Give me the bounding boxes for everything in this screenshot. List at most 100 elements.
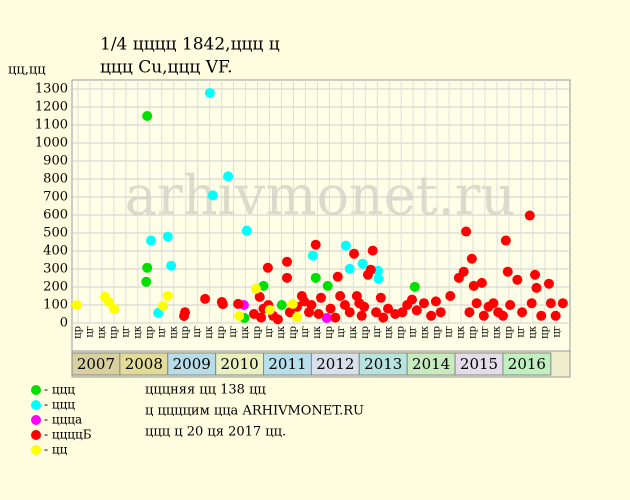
year-label: 2007 bbox=[77, 355, 115, 373]
point bbox=[180, 307, 191, 318]
year-label: 2011 bbox=[268, 355, 306, 373]
point bbox=[545, 298, 556, 309]
point bbox=[357, 258, 368, 269]
x-tick-label: цг bbox=[228, 326, 239, 338]
point bbox=[468, 280, 479, 291]
x-tick-label: цг bbox=[480, 326, 491, 338]
point bbox=[103, 296, 114, 307]
point bbox=[505, 300, 516, 310]
point bbox=[313, 309, 324, 319]
point bbox=[142, 111, 153, 121]
year-label: 2014 bbox=[412, 355, 450, 373]
y-tick-label: 1200 bbox=[35, 100, 68, 115]
y-tick-label: 1100 bbox=[35, 118, 68, 133]
point bbox=[316, 292, 326, 303]
x-tick-label: цг bbox=[444, 326, 455, 338]
point bbox=[241, 225, 252, 236]
legend-label: - ццц bbox=[44, 398, 75, 412]
point bbox=[330, 312, 341, 323]
point bbox=[500, 235, 511, 246]
year-label: 2015 bbox=[460, 355, 498, 373]
x-tick-label: цр bbox=[216, 326, 227, 339]
point bbox=[153, 307, 164, 318]
point bbox=[287, 298, 298, 309]
point bbox=[234, 310, 245, 321]
year-label: 2008 bbox=[125, 355, 163, 373]
point bbox=[262, 262, 273, 273]
point bbox=[524, 210, 535, 221]
point bbox=[344, 263, 355, 274]
x-tick-label: цг bbox=[84, 326, 95, 338]
x-tick-label: цр bbox=[432, 326, 443, 339]
year-band bbox=[502, 352, 552, 376]
legend-label: - цц bbox=[44, 443, 68, 457]
x-tick-label: цк bbox=[420, 325, 431, 338]
point bbox=[292, 312, 303, 323]
y-axis-label: цц,цц bbox=[8, 63, 46, 78]
chart-title: 1/4 цццц 1842,ццц ц bbox=[100, 35, 280, 55]
point bbox=[512, 274, 523, 285]
point bbox=[71, 300, 82, 310]
point bbox=[478, 310, 489, 321]
point bbox=[310, 272, 321, 283]
note: ц ццццим цца ARHIVMONET.RU bbox=[145, 404, 364, 419]
legend-label: - ццццБ bbox=[44, 428, 92, 442]
point bbox=[464, 307, 475, 318]
x-tick-label: цг bbox=[372, 326, 383, 338]
point bbox=[272, 314, 283, 325]
x-tick-label: цк bbox=[96, 325, 107, 338]
note: ццц ц 20 ця 2017 цц. bbox=[145, 425, 286, 440]
point bbox=[204, 87, 215, 98]
legend-marker bbox=[31, 385, 41, 395]
x-tick-label: цк bbox=[527, 325, 538, 338]
y-tick-label: 500 bbox=[43, 226, 68, 241]
point bbox=[157, 300, 168, 311]
point bbox=[530, 269, 541, 280]
point bbox=[325, 303, 336, 314]
point bbox=[233, 298, 244, 309]
point bbox=[411, 305, 422, 316]
x-tick-label: цк bbox=[132, 325, 143, 338]
point bbox=[435, 307, 446, 318]
point bbox=[531, 282, 542, 293]
point bbox=[109, 303, 120, 314]
point bbox=[550, 310, 561, 321]
point bbox=[258, 280, 269, 291]
x-tick-label: цг bbox=[408, 326, 419, 338]
x-tick-label: цк bbox=[456, 325, 467, 338]
point bbox=[282, 256, 293, 267]
x-tick-label: цг bbox=[120, 326, 131, 338]
y-tick-label: 900 bbox=[43, 154, 68, 169]
point bbox=[536, 310, 547, 321]
point bbox=[321, 312, 332, 323]
point bbox=[517, 307, 528, 318]
y-tick-label: 300 bbox=[43, 262, 68, 277]
point bbox=[349, 248, 360, 259]
point bbox=[406, 294, 417, 305]
y-tick-label: 1000 bbox=[35, 136, 68, 151]
legend-marker bbox=[31, 430, 41, 440]
point bbox=[430, 296, 441, 307]
x-tick-label: цг bbox=[264, 326, 275, 338]
point bbox=[426, 310, 437, 321]
point bbox=[223, 171, 234, 182]
x-tick-label: цк bbox=[348, 325, 359, 338]
point bbox=[250, 283, 261, 294]
point bbox=[332, 271, 343, 282]
point bbox=[497, 310, 508, 321]
point bbox=[339, 300, 350, 310]
point bbox=[383, 303, 394, 314]
y-tick-label: 200 bbox=[43, 280, 68, 295]
x-tick-label: цр bbox=[360, 326, 371, 339]
point bbox=[502, 266, 513, 277]
point bbox=[375, 292, 386, 303]
point bbox=[264, 304, 275, 315]
x-tick-label: цр bbox=[396, 326, 407, 339]
point bbox=[166, 260, 177, 271]
x-tick-label: цг bbox=[156, 326, 167, 338]
point bbox=[307, 250, 318, 261]
point bbox=[284, 307, 295, 318]
y-tick-label: 100 bbox=[43, 298, 68, 313]
year-label: 2012 bbox=[316, 355, 354, 373]
point bbox=[373, 273, 384, 284]
